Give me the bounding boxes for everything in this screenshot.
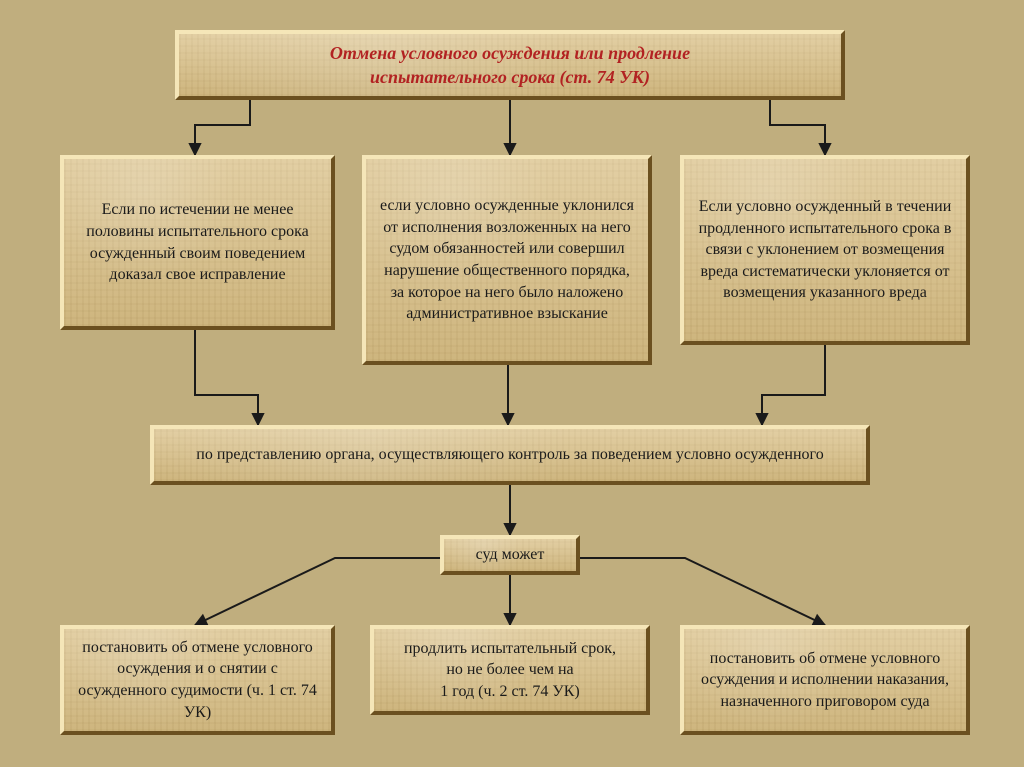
edge-3 xyxy=(195,330,258,425)
edge-7 xyxy=(195,558,445,625)
node-rep: по представлению органа, осуществляющего… xyxy=(150,425,870,485)
node-court: суд может xyxy=(440,535,580,575)
node-res1: постановить об отмене условного осуждени… xyxy=(60,625,335,735)
edge-0 xyxy=(195,100,250,155)
node-cond1: Если по истечении не менее половины испы… xyxy=(60,155,335,330)
edge-9 xyxy=(575,558,825,625)
node-res2: продлить испытательный срок,но не более … xyxy=(370,625,650,715)
node-cond2: если условно осужденные уклонился от исп… xyxy=(362,155,652,365)
edge-2 xyxy=(770,100,825,155)
node-cond3: Если условно осужденный в течении продле… xyxy=(680,155,970,345)
node-title: Отмена условного осуждения или продление… xyxy=(175,30,845,100)
node-res3: постановить об отмене условного осуждени… xyxy=(680,625,970,735)
edge-5 xyxy=(762,345,825,425)
